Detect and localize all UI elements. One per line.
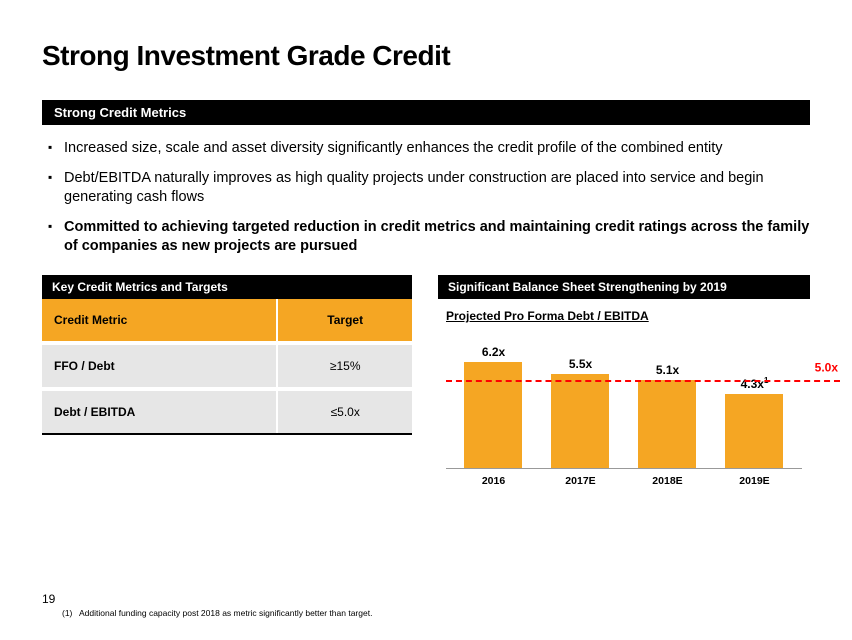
cell-metric: Debt / EBITDA <box>42 389 277 434</box>
bullet-item: Increased size, scale and asset diversit… <box>48 139 810 159</box>
bar <box>464 362 522 468</box>
section-heading-metrics: Strong Credit Metrics <box>42 100 810 125</box>
x-tick-label: 2016 <box>455 475 532 487</box>
table-heading: Key Credit Metrics and Targets <box>42 275 412 299</box>
bar-value-label: 4.3x1 <box>741 376 769 391</box>
x-tick-label: 2018E <box>629 475 706 487</box>
footnote: (1) Additional funding capacity post 201… <box>62 608 372 618</box>
footnote-text: Additional funding capacity post 2018 as… <box>79 608 372 618</box>
bar-value-label: 5.5x <box>569 357 592 371</box>
bar-group: 4.3x1 <box>716 376 793 468</box>
bar <box>638 380 696 467</box>
x-tick-label: 2017E <box>542 475 619 487</box>
page-title: Strong Investment Grade Credit <box>42 40 810 72</box>
chart-subtitle: Projected Pro Forma Debt / EBITDA <box>446 309 802 323</box>
bar <box>725 394 783 468</box>
cell-target: ≤5.0x <box>277 389 412 434</box>
cell-target: ≥15% <box>277 343 412 389</box>
bar-group: 5.5x <box>542 357 619 468</box>
table-row: FFO / Debt ≥15% <box>42 343 412 389</box>
bar-chart: 5.0x6.2x5.5x5.1x4.3x1 <box>446 329 802 469</box>
bar-value-label: 6.2x <box>482 345 505 359</box>
cell-metric: FFO / Debt <box>42 343 277 389</box>
bullet-item: Committed to achieving targeted reductio… <box>48 218 810 257</box>
bar <box>551 374 609 468</box>
chart-heading: Significant Balance Sheet Strengthening … <box>438 275 810 299</box>
footnote-num: (1) <box>62 608 72 618</box>
slide-footer: 19 (1) Additional funding capacity post … <box>42 592 372 618</box>
bar-group: 6.2x <box>455 345 532 468</box>
bullet-list: Increased size, scale and asset diversit… <box>48 139 810 257</box>
x-tick-label: 2019E <box>716 475 793 487</box>
credit-metrics-table: Credit Metric Target FFO / Debt ≥15% Deb… <box>42 299 412 435</box>
bar-group: 5.1x <box>629 363 706 467</box>
bullet-item: Debt/EBITDA naturally improves as high q… <box>48 169 810 208</box>
col-header-target: Target <box>277 299 412 343</box>
bar-value-label: 5.1x <box>656 363 679 377</box>
page-number: 19 <box>42 592 372 606</box>
col-header-metric: Credit Metric <box>42 299 277 343</box>
chart-x-axis: 2016 2017E 2018E 2019E <box>446 469 802 487</box>
reference-line <box>446 380 840 382</box>
table-row: Debt / EBITDA ≤5.0x <box>42 389 412 434</box>
reference-label: 5.0x <box>815 360 838 374</box>
